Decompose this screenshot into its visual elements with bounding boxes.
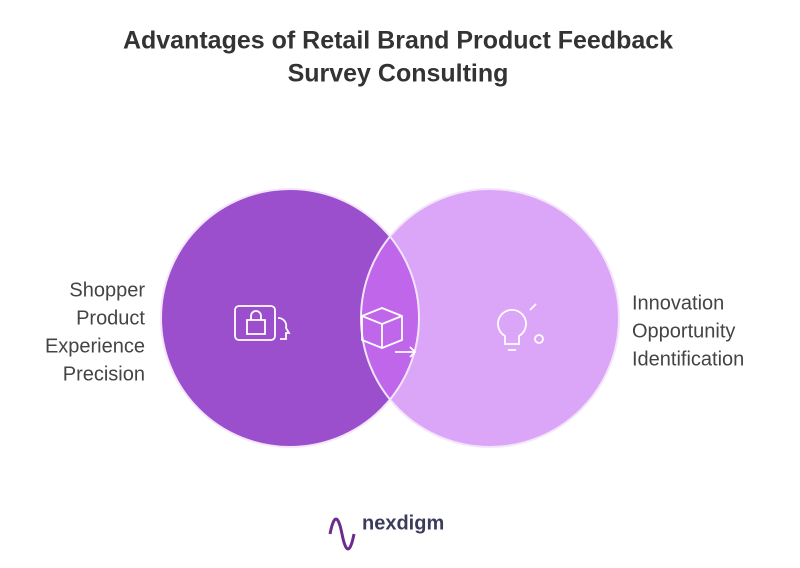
label-line: Innovation [632,292,724,314]
title-line: Advantages of Retail Brand Product Feedb… [123,27,673,55]
title-line: Survey Consulting [288,60,509,88]
icons [234,303,544,358]
label-line: Experience [45,335,145,357]
logo-mark [328,517,356,551]
label-line: Identification [632,348,744,370]
left-label: Shopper Product Experience Precision [45,279,145,385]
label-line: Shopper [69,279,145,301]
label-line: Product [76,307,145,329]
left-circle [161,189,419,447]
outline [360,188,620,448]
label-line: Opportunity [632,320,735,342]
outline [160,188,420,448]
label-line: Precision [63,363,145,385]
right-label: Innovation Opportunity Identification [632,292,744,370]
right-circle [361,189,619,447]
logo-text: nexdigm [362,512,444,534]
